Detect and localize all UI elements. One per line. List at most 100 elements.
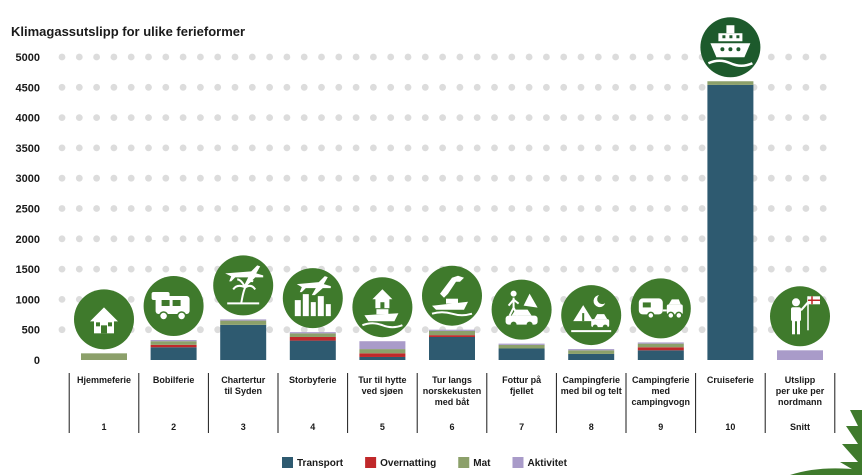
grid-dot: [231, 205, 239, 212]
grid-dot: [819, 205, 827, 212]
grid-dot: [819, 114, 827, 121]
grid-dot: [508, 114, 516, 121]
category-label: Utslipp: [785, 375, 816, 385]
grid-dot: [491, 326, 498, 334]
category-number: 1: [101, 422, 106, 432]
grid-dot: [335, 144, 343, 152]
category-number: 10: [725, 422, 735, 432]
grid-dot: [491, 114, 498, 121]
grid-dot: [456, 114, 464, 121]
grid-dot: [543, 83, 550, 91]
grid-dot: [681, 235, 689, 243]
grid-dot: [594, 83, 602, 91]
category-number: 8: [589, 422, 594, 432]
category-label: ved sjøen: [362, 386, 404, 396]
category-label: Hjemmeferie: [77, 375, 131, 385]
grid-dot: [404, 326, 412, 334]
grid-dot: [335, 83, 343, 91]
bar-segment-overnatting: [359, 353, 406, 357]
grid-dot: [300, 53, 308, 61]
grid-dot: [612, 235, 619, 243]
grid-dot: [594, 205, 602, 212]
category-number: 2: [171, 422, 176, 432]
grid-dot: [387, 174, 395, 182]
grid-dot: [266, 114, 273, 121]
category-label: Campingferie: [632, 375, 690, 385]
grid-dot: [197, 144, 204, 152]
bar-segment-mat: [289, 333, 336, 337]
grid-dot: [508, 265, 516, 273]
grid-dot: [543, 53, 550, 61]
grid-dot: [231, 235, 239, 243]
grid-dot: [318, 326, 325, 334]
grid-dot: [318, 114, 325, 121]
grid-dot: [352, 83, 360, 91]
grid-dot: [127, 235, 135, 243]
grid-dot: [58, 53, 66, 61]
grid-dot: [646, 83, 654, 91]
grid-dot: [698, 144, 706, 152]
tree-icon: [840, 410, 862, 475]
grid-dot: [179, 144, 187, 152]
grid-dot: [543, 174, 550, 182]
grid-dot: [802, 265, 810, 273]
grid-dot: [802, 235, 810, 243]
grid-dot: [404, 235, 412, 243]
legend-swatch: [512, 457, 524, 468]
bar-segment-mat: [150, 341, 197, 345]
grid-dot: [456, 205, 464, 212]
y-tick-label: 2500: [16, 204, 40, 216]
grid-dot: [525, 205, 533, 212]
grid-dot: [491, 83, 498, 91]
grid-dot: [283, 114, 291, 121]
grid-dot: [819, 265, 827, 273]
grid-dot: [162, 83, 170, 91]
y-tick-label: 4000: [16, 113, 40, 125]
grid-dot: [335, 174, 343, 182]
grid-dot: [127, 205, 135, 212]
grid-dot: [352, 114, 360, 121]
grid-dot: [473, 174, 481, 182]
grid-dot: [404, 174, 412, 182]
bar-segment-transport: [498, 348, 545, 360]
grid-dot: [681, 174, 689, 182]
grid-dot: [231, 53, 239, 61]
legend-item-mat: Mat: [458, 457, 491, 469]
grid-dot: [421, 144, 429, 152]
grid-dot: [300, 174, 308, 182]
tent-car-icon: [561, 285, 622, 346]
grid-dot: [802, 144, 810, 152]
cruise-ship-icon: [700, 17, 761, 78]
grid-dot: [577, 205, 585, 212]
grid-dot: [664, 53, 671, 61]
category-label: til Syden: [224, 386, 262, 396]
grid-dot: [819, 174, 827, 182]
grid-dot: [93, 205, 100, 212]
grid-dot: [681, 144, 689, 152]
grid-dot: [577, 53, 585, 61]
grid-dot: [283, 205, 291, 212]
grid-dot: [681, 114, 689, 121]
grid-dot: [767, 53, 775, 61]
grid-dot: [456, 83, 464, 91]
category-label: Tur til hytte: [358, 375, 406, 385]
category-label: med båt: [435, 397, 470, 407]
grid-dot: [283, 326, 291, 334]
grid-dot: [352, 326, 360, 334]
grid-dot: [785, 205, 792, 212]
grid-dot: [473, 205, 481, 212]
grid-dot: [491, 53, 498, 61]
legend-label: Transport: [297, 458, 344, 469]
grid-dot: [300, 235, 308, 243]
grid-dot: [335, 265, 343, 273]
grid-dot: [75, 205, 83, 212]
legend-item-transport: Transport: [282, 457, 344, 469]
category-label: med: [652, 386, 671, 396]
grid-dot: [664, 144, 671, 152]
bar-segment-overnatting: [289, 336, 336, 341]
grid-dot: [75, 265, 83, 273]
grid-dot: [335, 114, 343, 121]
grid-dot: [318, 235, 325, 243]
bar-segment-transport: [220, 324, 267, 360]
bar-segment-transport: [150, 347, 197, 360]
